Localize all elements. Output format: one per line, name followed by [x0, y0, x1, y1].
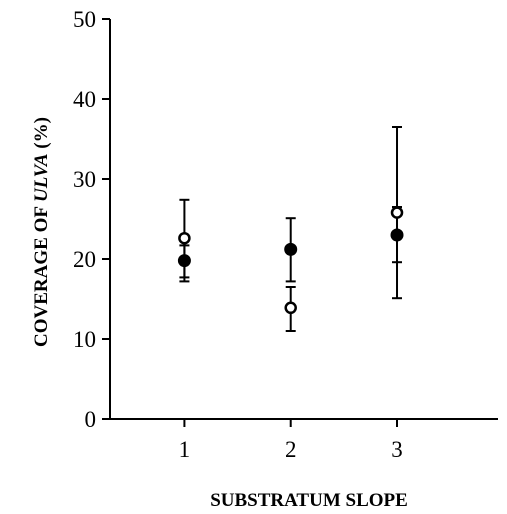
y-axis-title-part-3: (%) [31, 117, 52, 153]
data-marks [177, 126, 404, 332]
y-tick-label: 40 [73, 87, 96, 112]
y-tick-label: 50 [73, 7, 96, 32]
data-point-open [178, 231, 191, 245]
y-tick-label: 10 [73, 327, 96, 352]
x-tick-label: 2 [285, 437, 297, 462]
y-tick-label: 20 [73, 247, 96, 272]
data-point-open [390, 206, 404, 219]
y-tick-label: 30 [73, 167, 96, 192]
x-tick-label: 3 [391, 437, 403, 462]
data-point-filled [284, 242, 298, 256]
data-point-filled [390, 228, 404, 242]
y-axis-title-part-2: ULVA [31, 153, 52, 202]
y-tick-label: 0 [85, 407, 97, 432]
x-tick-label: 1 [179, 437, 191, 462]
y-axis-title: COVERAGE OF ULVA (%) [31, 117, 52, 347]
axes: 0 10 20 30 40 50 1 2 3 [73, 7, 498, 462]
x-axis-title: SUBSTRATUM SLOPE [210, 490, 408, 511]
data-point-open [284, 301, 297, 315]
data-point-filled [177, 254, 191, 268]
y-axis-title-part-1: COVERAGE OF [31, 202, 52, 347]
